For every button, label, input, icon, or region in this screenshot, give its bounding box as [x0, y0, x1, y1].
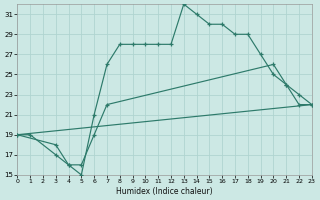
X-axis label: Humidex (Indice chaleur): Humidex (Indice chaleur) — [116, 187, 213, 196]
